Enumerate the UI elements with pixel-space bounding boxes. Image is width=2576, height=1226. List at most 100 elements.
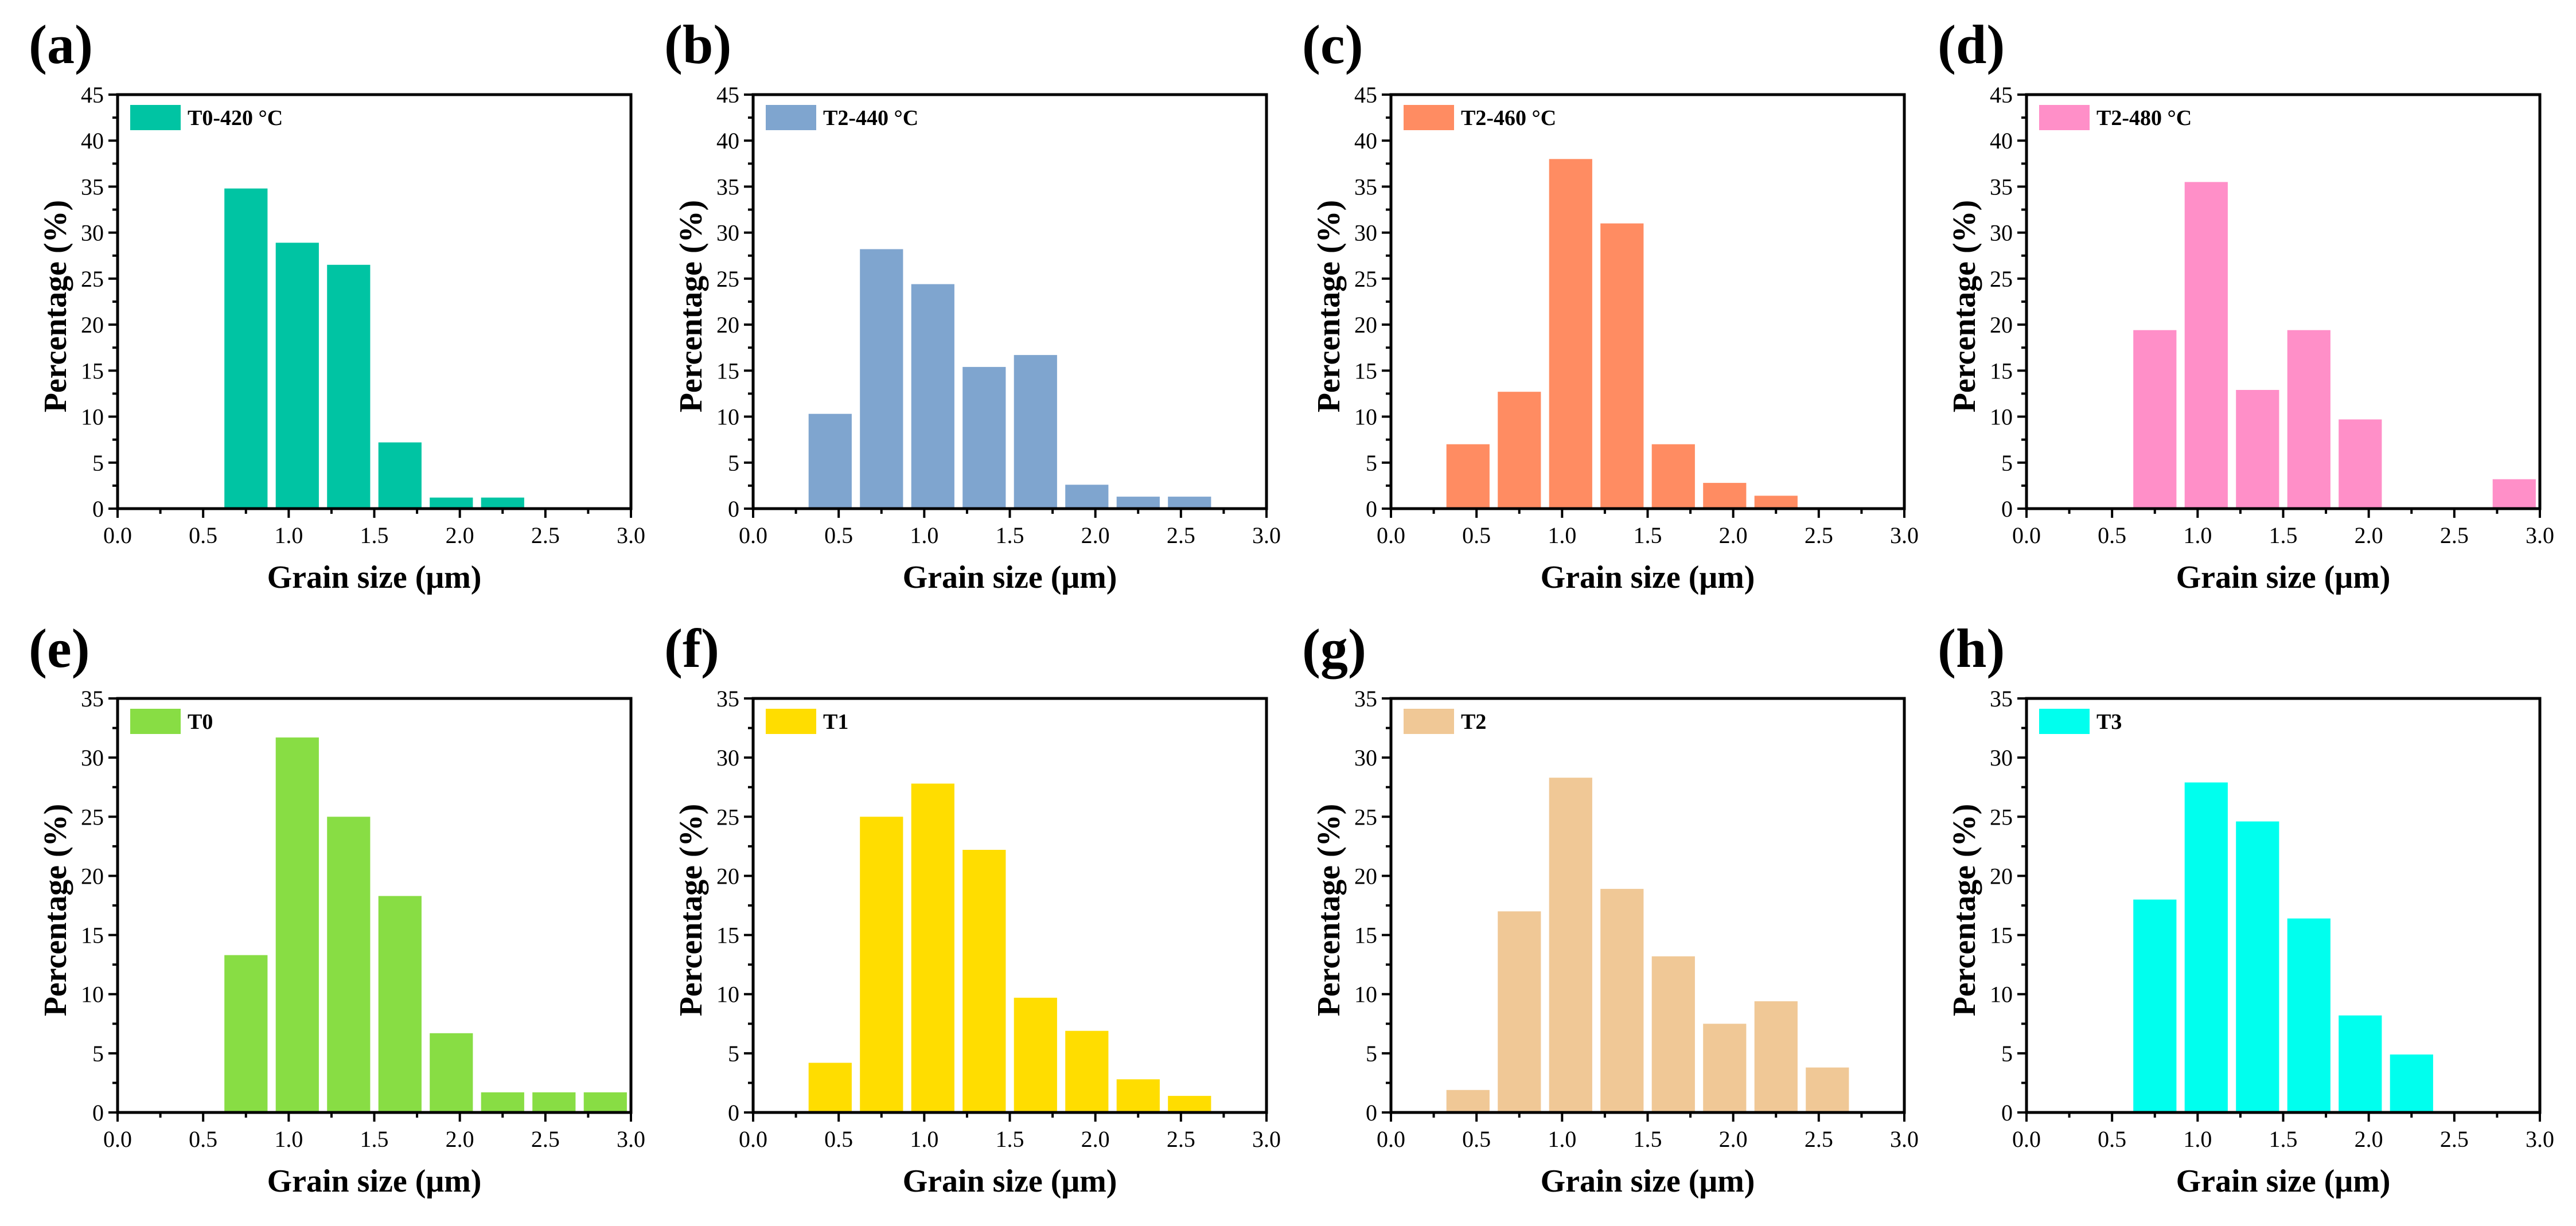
plot-frame bbox=[116, 697, 633, 1114]
bar bbox=[2133, 330, 2177, 509]
x-tick-label: 1.5 bbox=[996, 522, 1024, 548]
legend-label: T2-440 °C bbox=[823, 106, 918, 130]
chart-panel-c: (c) 0.0 0.5 1.0 1.5 2.0 2.5 3.0 0 5 10 15 20 25 30 35 40… bbox=[1302, 14, 1919, 595]
bar bbox=[378, 442, 422, 509]
y-tick-label: 20 bbox=[1354, 312, 1377, 338]
bar bbox=[327, 817, 371, 1112]
x-tick-label: 2.0 bbox=[1081, 522, 1110, 548]
x-axis-title: Grain size (μm) bbox=[1541, 1163, 1755, 1199]
y-tick-label: 0 bbox=[2001, 496, 2013, 522]
y-tick-label: 30 bbox=[1990, 220, 2013, 246]
y-tick-label: 30 bbox=[1354, 220, 1377, 246]
y-tick-label: 10 bbox=[1354, 404, 1377, 430]
bar bbox=[1806, 1067, 1849, 1112]
x-tick-label: 3.0 bbox=[1252, 522, 1281, 548]
x-tick-label: 0.0 bbox=[1377, 522, 1405, 548]
bar bbox=[1014, 997, 1057, 1112]
x-axis-title: Grain size (μm) bbox=[2176, 1163, 2391, 1199]
x-tick-label: 0.5 bbox=[1462, 1126, 1491, 1152]
bar bbox=[1498, 392, 1541, 509]
bar bbox=[1168, 497, 1211, 509]
x-axis-title: Grain size (μm) bbox=[2176, 560, 2391, 595]
bar bbox=[860, 817, 903, 1112]
x-tick-label: 0.0 bbox=[2012, 1126, 2041, 1152]
bar bbox=[1651, 444, 1695, 509]
y-tick-label: 20 bbox=[716, 312, 739, 338]
y-tick-label: 40 bbox=[81, 128, 104, 154]
y-tick-label: 0 bbox=[92, 496, 104, 522]
bar bbox=[1116, 1079, 1160, 1112]
chart-panel-g: (g) 0.0 0.5 1.0 1.5 2.0 2.5 3.0 0 5 10 15 20 25 30 35 Gr… bbox=[1302, 618, 1919, 1199]
x-tick-label: 0.5 bbox=[1462, 522, 1491, 548]
bar bbox=[2492, 479, 2536, 509]
chart-panel-h: (h) 0.0 0.5 1.0 1.5 2.0 2.5 3.0 0 5 10 15 20 25 30 35 Gr… bbox=[1938, 618, 2554, 1199]
y-tick-label: 15 bbox=[1354, 923, 1377, 948]
panel-label: (d) bbox=[1938, 14, 2005, 75]
y-tick-label: 15 bbox=[1990, 923, 2013, 948]
plot-frame bbox=[751, 697, 1268, 1114]
y-tick-label: 35 bbox=[1354, 174, 1377, 200]
y-tick-label: 30 bbox=[81, 220, 104, 246]
panel-label: (a) bbox=[29, 14, 93, 75]
x-tick-label: 2.0 bbox=[2355, 522, 2383, 548]
bar bbox=[481, 497, 524, 509]
x-tick-label: 2.0 bbox=[1719, 522, 1748, 548]
legend-swatch bbox=[2039, 709, 2090, 734]
x-tick-label: 2.0 bbox=[446, 1126, 474, 1152]
legend-swatch bbox=[130, 105, 181, 130]
bar bbox=[224, 188, 268, 509]
panel-label: (c) bbox=[1302, 14, 1363, 75]
y-tick-label: 0 bbox=[1366, 496, 1377, 522]
x-tick-label: 1.5 bbox=[2269, 1126, 2298, 1152]
x-tick-label: 3.0 bbox=[2526, 522, 2554, 548]
x-tick-label: 0.0 bbox=[103, 522, 132, 548]
y-tick-label: 15 bbox=[81, 923, 104, 948]
y-axis-title: Percentage (%) bbox=[1311, 804, 1347, 1017]
legend-label: T1 bbox=[823, 710, 848, 734]
bar bbox=[1446, 444, 1490, 509]
legend-swatch bbox=[766, 105, 816, 130]
y-tick-label: 15 bbox=[81, 358, 104, 384]
legend-swatch bbox=[1404, 709, 1454, 734]
bar bbox=[1065, 1030, 1109, 1112]
y-tick-label: 10 bbox=[1354, 982, 1377, 1008]
bar bbox=[1014, 355, 1057, 509]
y-tick-label: 20 bbox=[81, 863, 104, 889]
x-tick-label: 0.5 bbox=[824, 522, 853, 548]
plot-frame bbox=[2025, 697, 2542, 1114]
x-tick-label: 0.0 bbox=[739, 1126, 767, 1152]
chart-panel-b: (b) 0.0 0.5 1.0 1.5 2.0 2.5 3.0 0 5 10 15 20 25 30 35 40… bbox=[664, 14, 1281, 595]
chart-panel-d: (d) 0.0 0.5 1.0 1.5 2.0 2.5 3.0 0 5 10 15 20 25 30 35 40… bbox=[1938, 14, 2554, 595]
y-tick-label: 15 bbox=[1354, 358, 1377, 384]
bar bbox=[2287, 918, 2331, 1112]
bar bbox=[1600, 223, 1644, 509]
y-tick-label: 35 bbox=[716, 686, 739, 712]
y-tick-label: 45 bbox=[81, 82, 104, 108]
y-tick-label: 20 bbox=[81, 312, 104, 338]
y-tick-label: 30 bbox=[716, 220, 739, 246]
x-tick-label: 0.0 bbox=[2012, 522, 2041, 548]
y-axis-title: Percentage (%) bbox=[673, 804, 709, 1017]
y-tick-label: 10 bbox=[81, 982, 104, 1008]
bar bbox=[532, 1092, 576, 1112]
bar bbox=[583, 1092, 627, 1112]
bar bbox=[808, 1063, 852, 1112]
y-axis-title: Percentage (%) bbox=[1947, 200, 1982, 413]
y-tick-label: 45 bbox=[1354, 82, 1377, 108]
y-tick-label: 45 bbox=[1990, 82, 2013, 108]
y-tick-label: 25 bbox=[1990, 804, 2013, 830]
y-tick-label: 35 bbox=[716, 174, 739, 200]
y-tick-label: 5 bbox=[1366, 1041, 1377, 1067]
x-tick-label: 3.0 bbox=[1890, 522, 1919, 548]
y-tick-label: 5 bbox=[92, 450, 104, 476]
x-tick-label: 2.5 bbox=[531, 1126, 560, 1152]
panel-label: (b) bbox=[664, 14, 731, 75]
y-tick-label: 35 bbox=[1354, 686, 1377, 712]
bar bbox=[860, 249, 903, 509]
x-axis-title: Grain size (μm) bbox=[903, 560, 1117, 595]
y-tick-label: 0 bbox=[2001, 1100, 2013, 1126]
y-tick-label: 10 bbox=[1990, 982, 2013, 1008]
chart-panel-f: (f) 0.0 0.5 1.0 1.5 2.0 2.5 3.0 0 5 10 15 20 25 30 35 Gr… bbox=[664, 618, 1281, 1199]
x-tick-label: 1.0 bbox=[2183, 1126, 2212, 1152]
y-tick-label: 45 bbox=[716, 82, 739, 108]
